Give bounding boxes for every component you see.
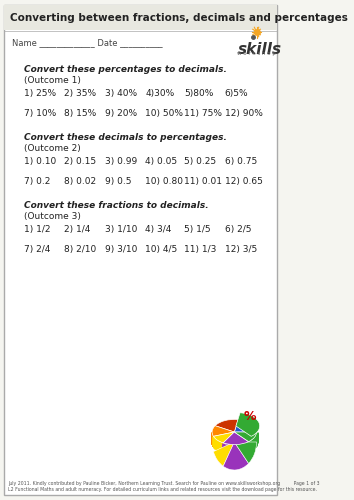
Text: 4)30%: 4)30% [145, 89, 175, 98]
Text: Convert these decimals to percentages.: Convert these decimals to percentages. [24, 133, 227, 142]
Text: skills: skills [238, 42, 282, 57]
Text: (Outcome 3): (Outcome 3) [24, 212, 81, 221]
Text: Convert these fractions to decimals.: Convert these fractions to decimals. [24, 201, 209, 210]
Text: Name _____________ Date __________: Name _____________ Date __________ [12, 38, 162, 47]
Text: 7) 10%: 7) 10% [24, 109, 56, 118]
Wedge shape [236, 412, 260, 436]
Text: w o r k s h o p: w o r k s h o p [238, 51, 276, 56]
Text: 6)5%: 6)5% [225, 89, 249, 98]
Text: 8) 15%: 8) 15% [63, 109, 96, 118]
Text: 7) 2/4: 7) 2/4 [24, 245, 50, 254]
Text: 11) 1/3: 11) 1/3 [184, 245, 217, 254]
Text: 11) 0.01: 11) 0.01 [184, 177, 222, 186]
Text: Converting between fractions, decimals and percentages: Converting between fractions, decimals a… [10, 13, 347, 23]
Text: 6) 0.75: 6) 0.75 [225, 157, 257, 166]
Text: 5) 0.25: 5) 0.25 [184, 157, 216, 166]
Text: 8) 0.02: 8) 0.02 [63, 177, 96, 186]
Text: 1) 1/2: 1) 1/2 [24, 225, 50, 234]
Text: 8) 2/10: 8) 2/10 [63, 245, 96, 254]
Text: 5) 1/5: 5) 1/5 [184, 225, 211, 234]
Text: July 2011. Kindly contributed by Pauline Bicker, Northern Learning Trust. Search: July 2011. Kindly contributed by Pauline… [8, 481, 319, 486]
Text: 11) 75%: 11) 75% [184, 109, 222, 118]
Text: 12) 0.65: 12) 0.65 [225, 177, 263, 186]
Text: 1) 0.10: 1) 0.10 [24, 157, 56, 166]
Text: 4) 0.05: 4) 0.05 [145, 157, 177, 166]
Wedge shape [212, 426, 234, 436]
Text: 5)80%: 5)80% [184, 89, 214, 98]
Wedge shape [234, 442, 257, 464]
FancyBboxPatch shape [4, 5, 277, 30]
Text: L2 Functional Maths and adult numeracy. For detailed curriculum links and relate: L2 Functional Maths and adult numeracy. … [8, 487, 317, 492]
Text: 3) 40%: 3) 40% [105, 89, 137, 98]
Text: 12) 3/5: 12) 3/5 [225, 245, 257, 254]
Text: 4) 3/4: 4) 3/4 [145, 225, 172, 234]
Text: 2) 1/4: 2) 1/4 [63, 225, 90, 234]
Text: (Outcome 1): (Outcome 1) [24, 76, 81, 85]
Text: 10) 0.80: 10) 0.80 [145, 177, 183, 186]
Wedge shape [213, 442, 234, 466]
Text: 9) 20%: 9) 20% [105, 109, 137, 118]
Text: Convert these percentages to decimals.: Convert these percentages to decimals. [24, 65, 227, 74]
Wedge shape [234, 420, 257, 432]
Text: 9) 3/10: 9) 3/10 [105, 245, 137, 254]
Wedge shape [215, 420, 238, 432]
Text: (Outcome 2): (Outcome 2) [24, 144, 81, 153]
FancyBboxPatch shape [4, 5, 277, 495]
Text: 6) 2/5: 6) 2/5 [225, 225, 251, 234]
Wedge shape [234, 432, 257, 442]
Text: 10) 50%: 10) 50% [145, 109, 183, 118]
Text: 2) 0.15: 2) 0.15 [63, 157, 96, 166]
Wedge shape [223, 432, 249, 444]
Wedge shape [223, 442, 249, 470]
Text: %: % [244, 410, 256, 424]
Text: 10) 4/5: 10) 4/5 [145, 245, 178, 254]
Text: 12) 90%: 12) 90% [225, 109, 263, 118]
Text: 1) 25%: 1) 25% [24, 89, 56, 98]
Text: 3) 0.99: 3) 0.99 [105, 157, 137, 166]
Text: 3) 1/10: 3) 1/10 [105, 225, 137, 234]
Text: 7) 0.2: 7) 0.2 [24, 177, 50, 186]
Text: 9) 0.5: 9) 0.5 [105, 177, 131, 186]
Wedge shape [213, 432, 234, 443]
Text: 2) 35%: 2) 35% [63, 89, 96, 98]
